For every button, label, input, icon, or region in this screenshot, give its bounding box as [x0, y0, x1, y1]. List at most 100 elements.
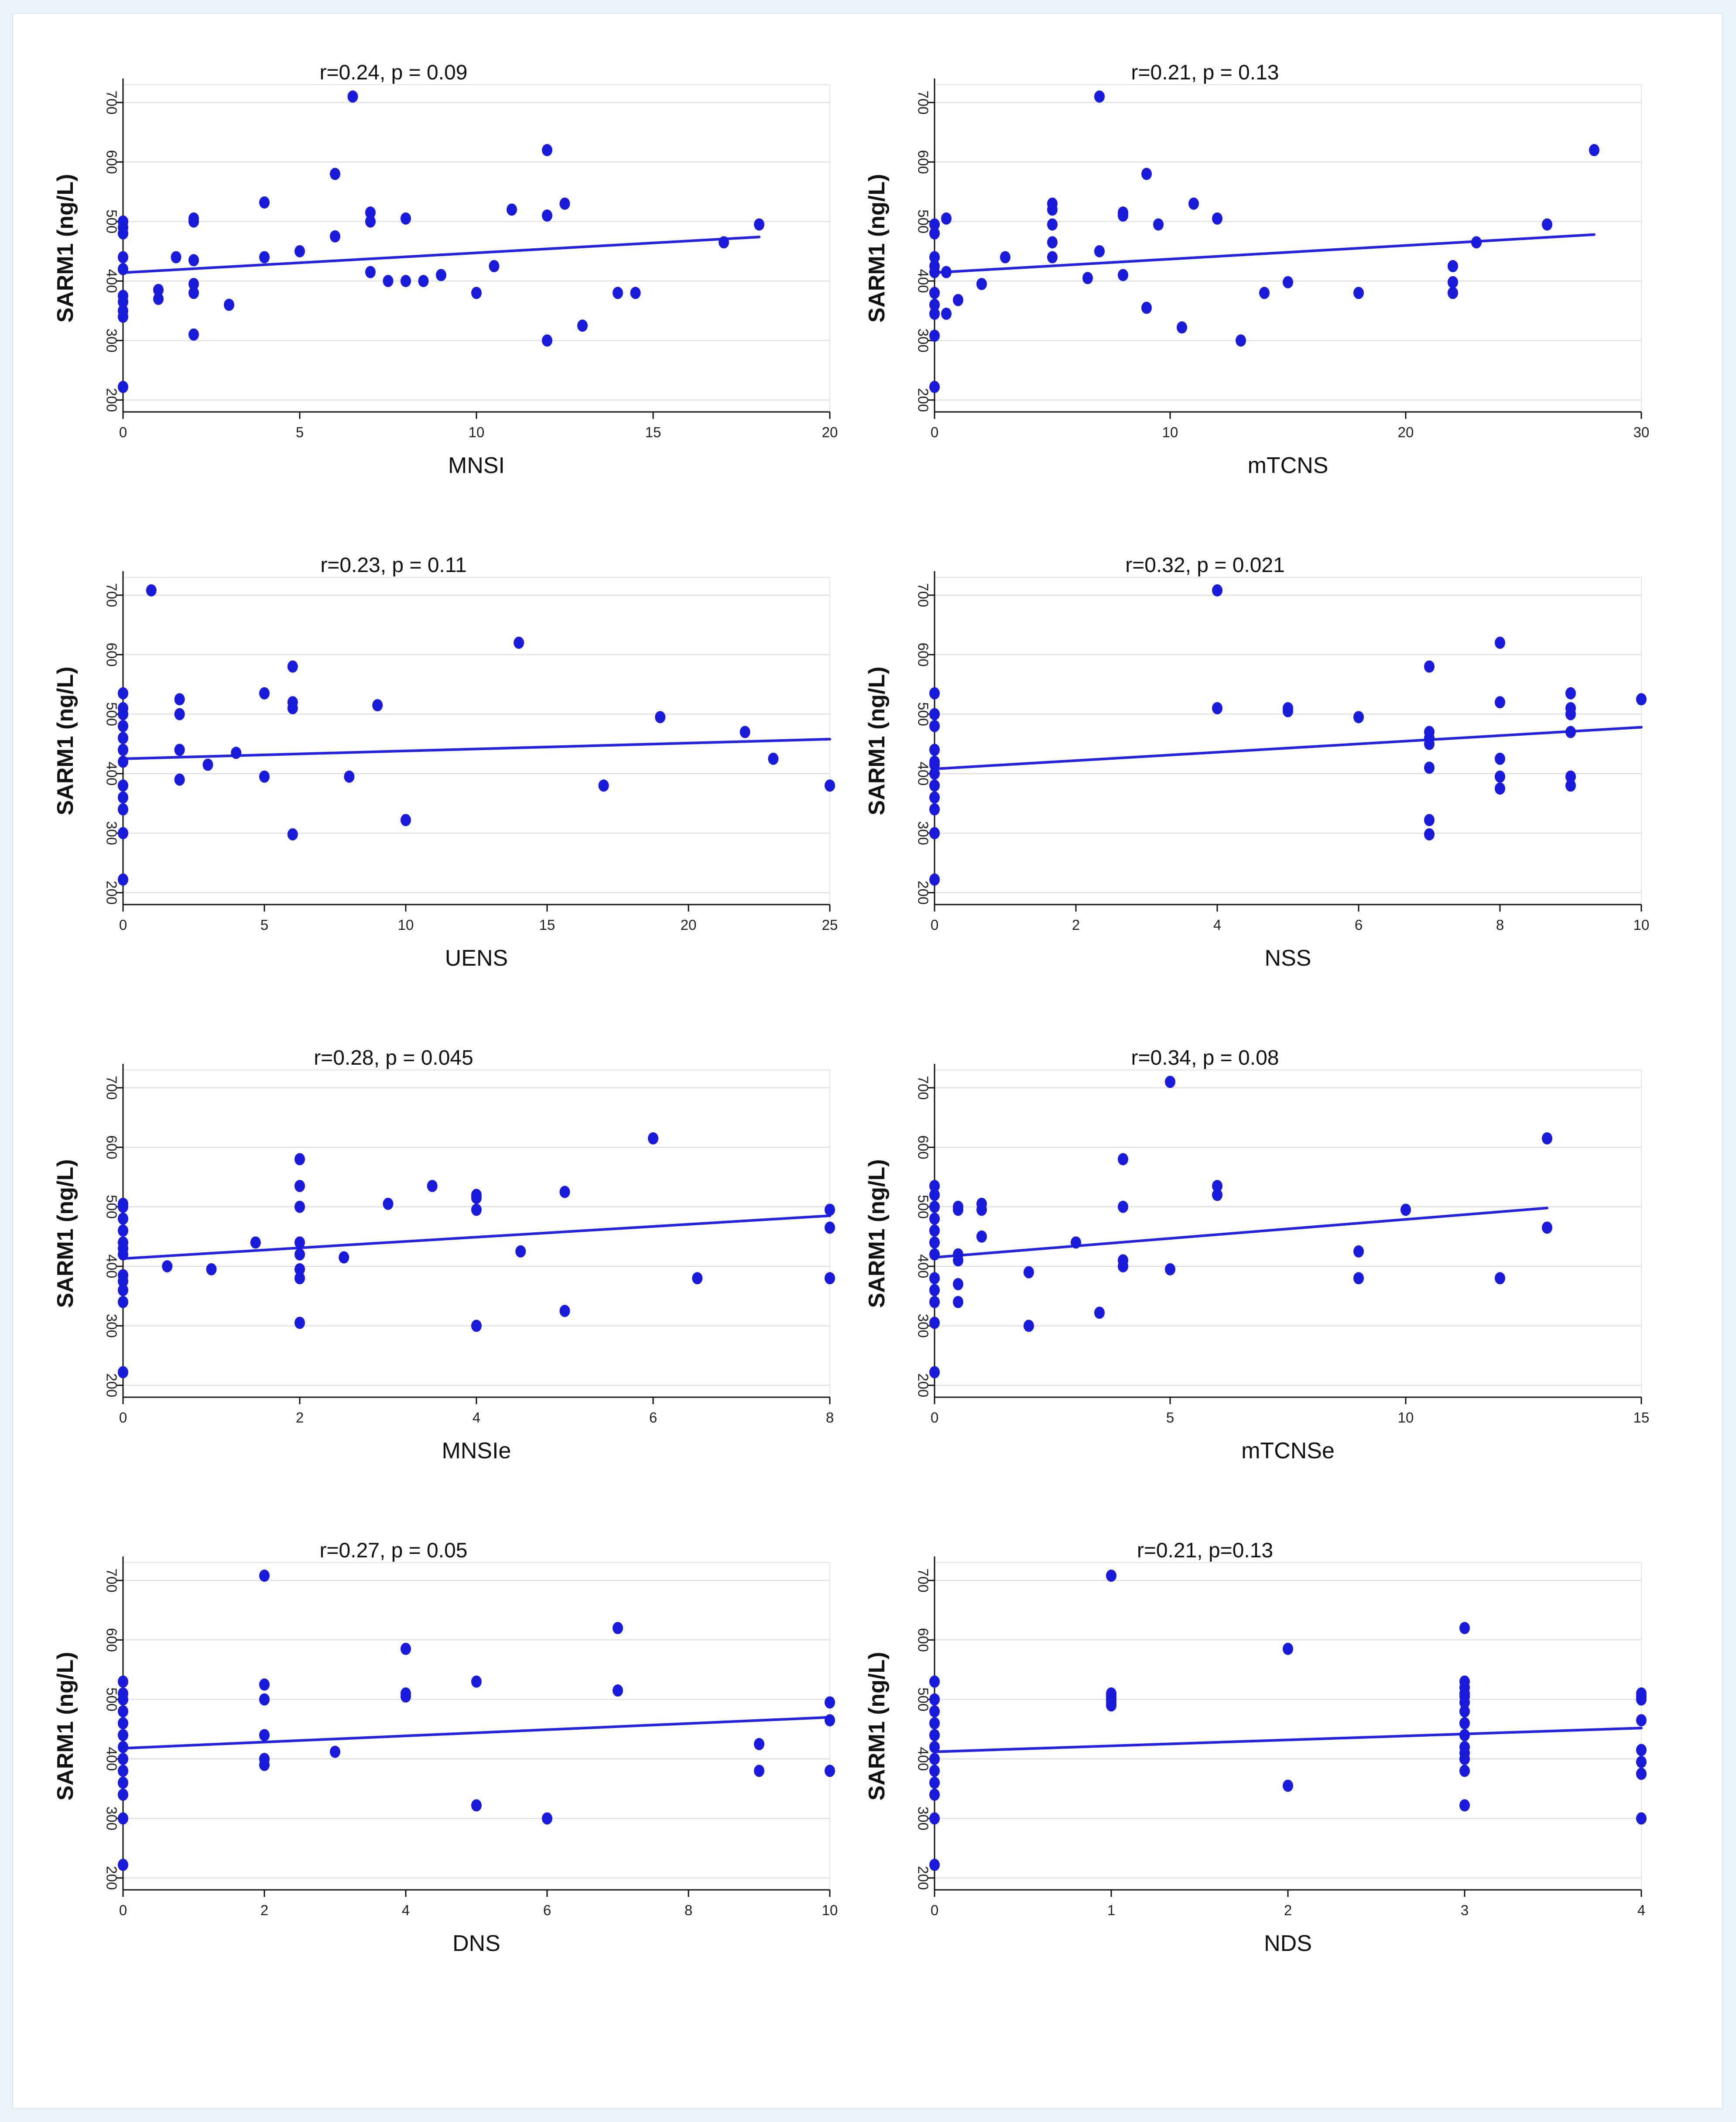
data-point: [188, 287, 199, 299]
data-point: [941, 308, 952, 320]
data-point: [401, 212, 411, 225]
x-tick-label: 30: [1633, 424, 1650, 440]
data-point: [118, 1236, 128, 1249]
data-point: [1212, 702, 1222, 714]
data-point: [383, 275, 394, 287]
data-point: [929, 329, 940, 342]
data-point: [1212, 1179, 1222, 1192]
data-point: [1565, 770, 1576, 783]
x-tick-label: 5: [1166, 1409, 1174, 1426]
correlation-label: r=0.21, p = 0.13: [1131, 61, 1279, 84]
x-tick-label: 2: [1284, 1902, 1292, 1918]
data-point: [929, 768, 940, 780]
data-point: [489, 260, 500, 272]
data-point: [294, 1248, 305, 1261]
data-point: [1118, 269, 1128, 281]
data-point: [294, 1179, 305, 1192]
data-point: [953, 294, 963, 306]
data-point: [118, 779, 128, 792]
y-tick-label: 200: [915, 388, 931, 412]
data-point: [655, 711, 666, 723]
y-tick-label: 700: [104, 583, 120, 607]
x-tick-label: 0: [119, 424, 127, 440]
data-point: [294, 1272, 305, 1285]
data-point: [1636, 1714, 1647, 1727]
data-point: [1565, 779, 1576, 792]
chart-panel-4: 200 300 400 500 600 700 0 2 4 6 8 10 r=0.32, p = 0.0…: [864, 554, 1649, 971]
data-point: [613, 287, 623, 299]
data-point: [507, 203, 517, 216]
x-tick-label: 15: [645, 424, 661, 440]
data-point: [929, 1366, 940, 1378]
data-point: [1424, 814, 1435, 826]
data-point: [365, 206, 376, 219]
y-axis-title: SARM1 (ng/L): [53, 667, 78, 816]
data-point: [118, 732, 128, 744]
y-axis-title: SARM1 (ng/L): [864, 174, 890, 323]
x-tick-label: 20: [822, 424, 838, 440]
x-tick-label: 8: [685, 1902, 692, 1918]
y-tick-label: 300: [104, 1314, 120, 1338]
fit-line: [122, 1716, 831, 1750]
x-axis-title: mTCNS: [1248, 453, 1329, 478]
data-point: [1495, 782, 1505, 795]
y-tick-label: 600: [915, 1135, 931, 1159]
data-point: [542, 1812, 552, 1825]
x-axis-title: mTCNSe: [1241, 1438, 1335, 1464]
plot-area: [123, 1562, 830, 1890]
data-point: [1542, 218, 1552, 231]
x-tick-label: 0: [931, 1902, 938, 1918]
data-point: [118, 744, 128, 756]
data-point: [929, 1200, 940, 1213]
data-point: [401, 1687, 411, 1700]
y-tick-label: 300: [104, 329, 120, 353]
x-tick-label: 5: [260, 917, 268, 933]
data-point: [1495, 770, 1505, 783]
x-tick-label: 10: [469, 424, 485, 440]
y-tick-label: 500: [915, 1195, 931, 1219]
data-point: [929, 827, 940, 840]
data-point: [1424, 828, 1435, 841]
data-point: [929, 260, 940, 272]
figure-panel: 200 300 400 500 600 700 0 5 10 15 20 r=0.24, p = 0.…: [12, 13, 1723, 2109]
data-point: [929, 218, 940, 231]
x-tick-label: 0: [119, 1902, 127, 1918]
data-point: [929, 1858, 940, 1871]
data-point: [118, 1269, 128, 1282]
data-point: [825, 1221, 835, 1234]
data-point: [174, 773, 185, 786]
data-point: [929, 1189, 940, 1201]
data-point: [1047, 218, 1058, 231]
data-point: [118, 702, 128, 714]
data-point: [1400, 1203, 1411, 1216]
data-point: [953, 1200, 963, 1213]
y-tick-label: 600: [104, 1135, 120, 1159]
correlation-label: r=0.27, p = 0.05: [320, 1539, 468, 1562]
data-point: [118, 215, 128, 228]
y-tick-label: 200: [104, 1866, 120, 1890]
data-point: [224, 298, 234, 311]
data-point: [118, 1705, 128, 1717]
data-point: [719, 236, 729, 249]
data-point: [188, 254, 199, 267]
x-tick-label: 6: [649, 1409, 657, 1426]
data-point: [1283, 1642, 1293, 1655]
y-tick-label: 200: [104, 388, 120, 412]
data-point: [118, 827, 128, 840]
data-point: [929, 1212, 940, 1225]
data-point: [929, 720, 940, 732]
data-point: [347, 90, 358, 103]
data-point: [1047, 236, 1058, 249]
data-point: [259, 1570, 270, 1582]
data-point: [372, 699, 383, 712]
data-point: [1212, 1189, 1222, 1201]
plot-area: [934, 1562, 1642, 1890]
data-point: [259, 770, 270, 783]
x-axis-title: UENS: [445, 946, 508, 971]
data-point: [542, 209, 552, 222]
data-point: [559, 197, 570, 210]
data-point: [1024, 1266, 1034, 1279]
data-point: [1424, 726, 1435, 738]
data-point: [1094, 1306, 1105, 1319]
data-point: [118, 720, 128, 732]
